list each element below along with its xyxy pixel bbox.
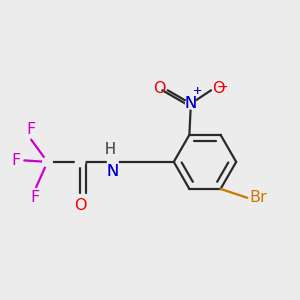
Text: N: N <box>185 96 197 111</box>
Circle shape <box>43 157 52 167</box>
Text: −: − <box>217 80 228 94</box>
Circle shape <box>75 157 85 167</box>
Text: Br: Br <box>250 190 268 205</box>
Text: O: O <box>74 198 86 213</box>
Circle shape <box>185 98 196 109</box>
Text: N: N <box>107 164 119 179</box>
Text: +: + <box>193 86 202 96</box>
Text: N: N <box>185 96 197 111</box>
Text: F: F <box>26 122 36 136</box>
Text: H: H <box>105 142 116 157</box>
Circle shape <box>107 157 118 167</box>
Text: O: O <box>213 81 225 96</box>
Text: +: + <box>193 86 202 96</box>
Text: O: O <box>153 81 165 96</box>
Text: H: H <box>105 142 116 157</box>
Text: F: F <box>11 153 21 168</box>
Text: F: F <box>30 190 39 205</box>
Text: N: N <box>107 164 119 179</box>
